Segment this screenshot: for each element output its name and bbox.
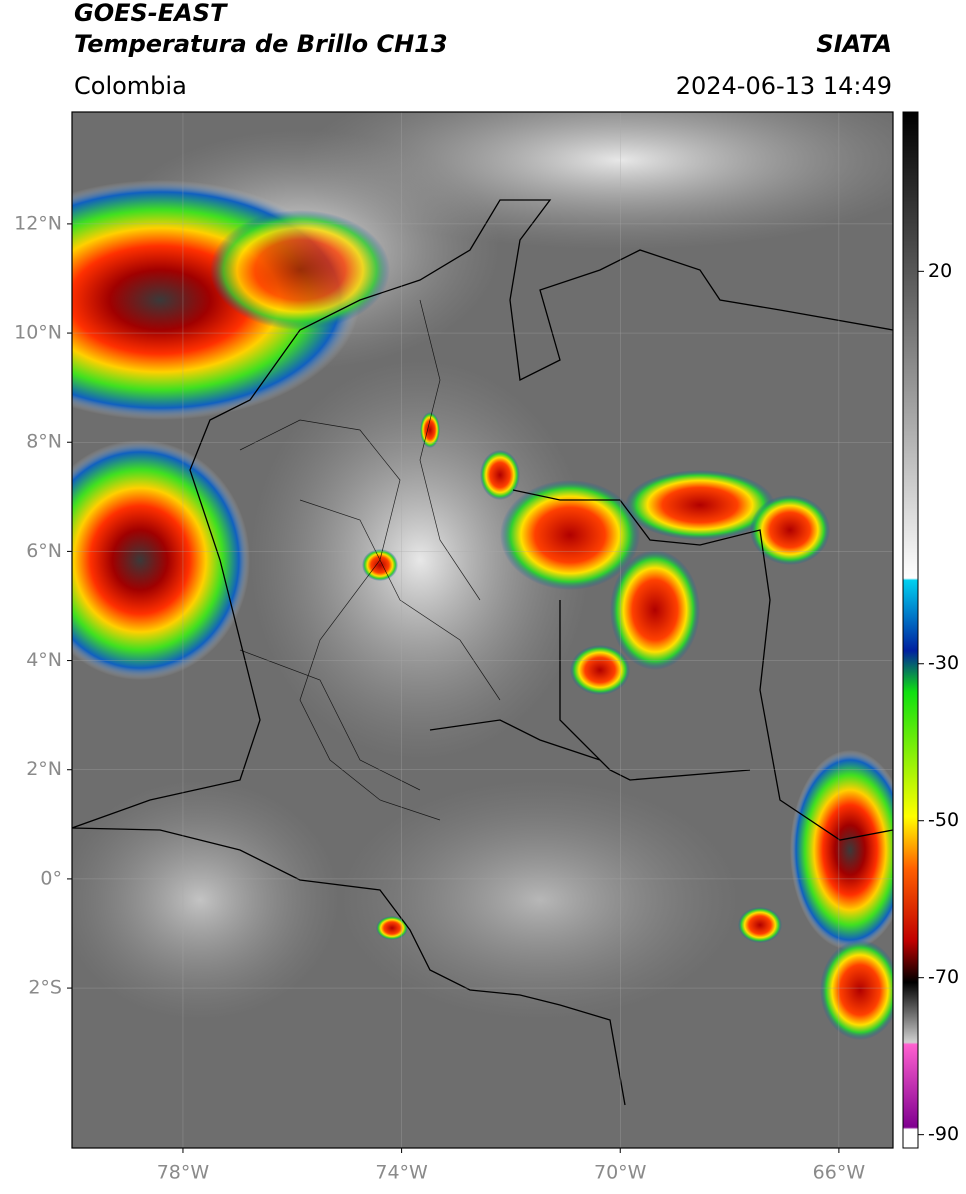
storm-system: [210, 210, 390, 330]
lon-tick-label: 78°W: [157, 1162, 210, 1184]
storm-cell: [610, 550, 700, 670]
lon-tick-label: 66°W: [813, 1162, 866, 1184]
lat-tick-label: 6°N: [26, 540, 62, 562]
lat-tick-label: 12°N: [14, 212, 62, 234]
colorbar-tick-label: -50: [928, 809, 959, 831]
colorbar-tick-label: -90: [928, 1123, 959, 1145]
title-line2: Temperatura de Brillo CH13: [74, 30, 448, 58]
storm-cell: [362, 549, 398, 581]
source: SIATA: [816, 30, 892, 58]
storm-system: [72, 440, 250, 680]
cloud-field: [72, 780, 340, 1020]
graticule: [72, 112, 893, 1148]
datetime: 2024-06-13 14:49: [676, 72, 892, 100]
lon-tick-label: 74°W: [375, 1162, 428, 1184]
colorbar-tick-label: -30: [928, 652, 959, 674]
cloud-field: [340, 780, 740, 1020]
boundary-lines: [72, 199, 893, 1106]
region: Colombia: [74, 72, 187, 100]
colorbar: [902, 111, 919, 1149]
storm-cell: [738, 907, 782, 943]
storm-cell: [625, 470, 775, 540]
storm-cell: [376, 916, 408, 940]
lat-tick-label: 2°N: [26, 758, 62, 780]
colorbar-tick-label: 20: [928, 260, 952, 282]
lat-tick-label: 10°N: [14, 322, 62, 344]
storm-cell: [820, 940, 893, 1040]
lat-tick-label: 8°N: [26, 431, 62, 453]
map-frame: [71, 111, 894, 1149]
department-lines: [239, 299, 501, 821]
storm-cell: [420, 412, 440, 448]
lat-tick-label: 0°: [40, 867, 62, 889]
storm-cell: [500, 480, 640, 590]
storm-cell: [750, 495, 830, 565]
storm-cell: [570, 645, 630, 695]
storm-cell: [480, 450, 520, 500]
title-line1: GOES-EAST: [74, 0, 228, 27]
map-imagery: [72, 112, 893, 1148]
colorbar-tick-label: -70: [928, 966, 959, 988]
lat-tick-label: 2°S: [28, 977, 62, 999]
lat-tick-label: 4°N: [26, 649, 62, 671]
storm-system: [790, 750, 893, 950]
lon-tick-label: 70°W: [594, 1162, 647, 1184]
